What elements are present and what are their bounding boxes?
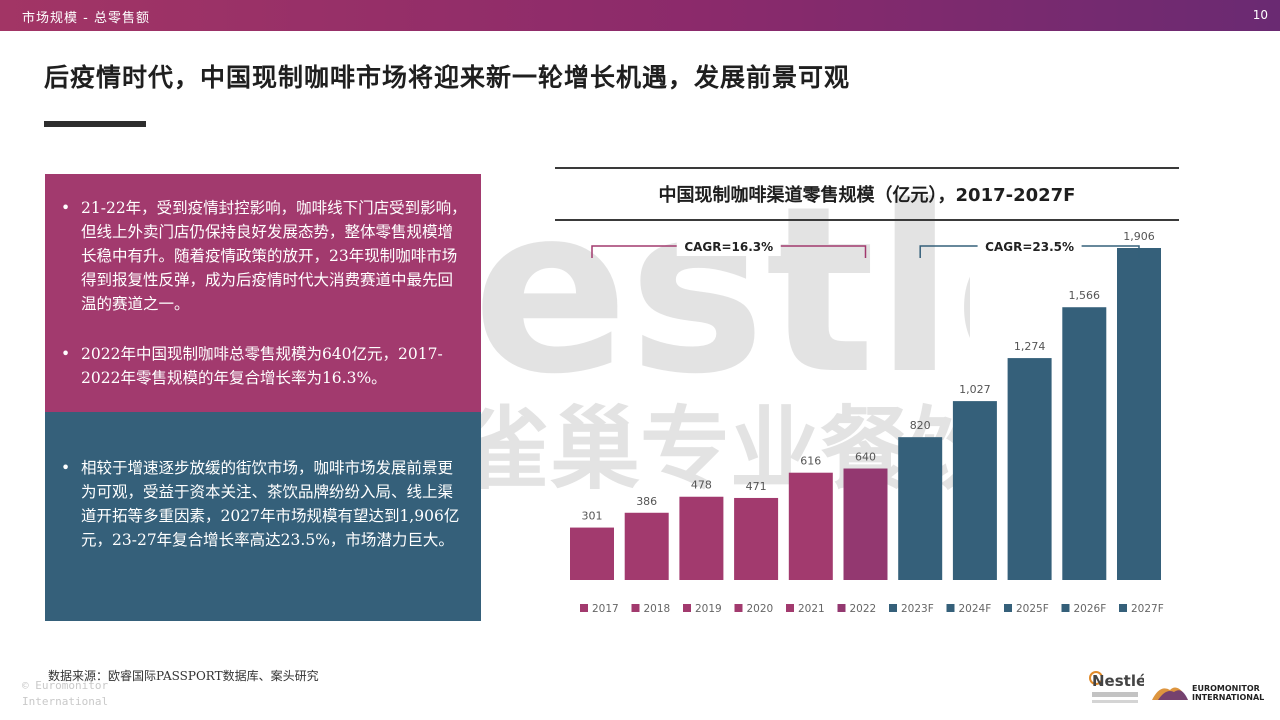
- data-label: 1,274: [1014, 340, 1046, 353]
- cagr-label-bg: [977, 236, 1082, 256]
- bullet-text: 21-22年，受到疫情封控影响，咖啡线下门店受到影响，但线上外卖门店仍保持良好发…: [57, 196, 467, 316]
- legend-label: 2019: [695, 603, 722, 615]
- legend-label: 2023F: [901, 603, 934, 615]
- data-label: 616: [800, 455, 821, 468]
- cagr-label: CAGR=16.3%: [684, 240, 773, 254]
- legend-swatch: [631, 604, 640, 612]
- bullet-text: 2022年中国现制咖啡总零售规模为640亿元，2017-2022年零售规模的年复…: [57, 342, 467, 390]
- copyright-line: © Euromonitor: [22, 679, 109, 692]
- legend-label: 2024F: [959, 603, 992, 615]
- legend-swatch: [1061, 604, 1070, 612]
- copyright-line: International: [22, 695, 109, 708]
- bar-2025F: [1007, 358, 1052, 580]
- page-number: 10: [1252, 8, 1268, 22]
- data-label: 478: [691, 479, 712, 492]
- bar-2020: [734, 497, 779, 580]
- bar-2018: [624, 512, 669, 580]
- data-label: 301: [582, 510, 603, 523]
- legend-label: 2017: [592, 603, 619, 615]
- teal-text-panel: 相较于增速逐步放缓的街饮市场，咖啡市场发展前景更为可观，受益于资本关注、茶饮品牌…: [45, 412, 481, 621]
- data-label: 386: [636, 495, 657, 508]
- data-label: 1,027: [959, 383, 991, 396]
- legend-swatch: [1119, 604, 1127, 612]
- page-title: 后疫情时代，中国现制咖啡市场将迎来新一轮增长机遇，发展前景可观: [44, 63, 851, 92]
- chart-title: 中国现制咖啡渠道零售规模（亿元），2017-2027F: [658, 185, 1076, 206]
- data-label: 640: [855, 451, 876, 464]
- legend-label: 2025F: [1016, 603, 1049, 615]
- legend-label: 2026F: [1074, 603, 1107, 615]
- nestle-logo: Nestlé: [1089, 671, 1144, 703]
- euromonitor-logo: EUROMONITOR INTERNATIONAL: [1152, 684, 1264, 702]
- cagr-label-bg: [676, 236, 781, 256]
- copyright-notice: © Euromonitor International: [22, 678, 108, 710]
- legend-label: 2018: [644, 603, 671, 615]
- legend-swatch: [1004, 604, 1012, 612]
- bar-2019: [679, 496, 724, 580]
- bar-2024F: [952, 401, 997, 580]
- bar-2021: [788, 472, 833, 580]
- legend-label: 2021: [798, 603, 825, 615]
- title-underline: [44, 121, 146, 127]
- legend-swatch: [837, 604, 846, 612]
- legend-swatch: [580, 604, 588, 612]
- bar-2017: [570, 527, 614, 580]
- bar-2027F: [1117, 248, 1161, 580]
- data-label: 1,566: [1069, 289, 1101, 302]
- legend-swatch: [946, 604, 955, 612]
- bar-2023F: [898, 437, 943, 580]
- data-label: 1,906: [1123, 230, 1155, 243]
- top-banner: 市场规模 - 总零售额 10: [0, 0, 1280, 31]
- bullet-text: 相较于增速逐步放缓的街饮市场，咖啡市场发展前景更为可观，受益于资本关注、茶饮品牌…: [57, 456, 467, 552]
- bar-chart: 301 386 478 471 616 640 820 1,027 1,274 1,566 1,90…: [570, 230, 1164, 615]
- cagr-label: CAGR=23.5%: [985, 240, 1074, 254]
- euromonitor-text: EUROMONITOR: [1192, 684, 1260, 693]
- legend-swatch: [683, 604, 691, 612]
- bar-2022: [843, 468, 888, 580]
- legend-swatch: [786, 604, 794, 612]
- chart-title-frame: 中国现制咖啡渠道零售规模（亿元），2017-2027F: [555, 167, 1179, 221]
- data-label: 471: [746, 480, 767, 493]
- data-source: 数据来源：欧睿国际PASSPORT数据库、案头研究: [48, 669, 319, 683]
- bar-2026F: [1062, 307, 1107, 580]
- legend-swatch: [734, 604, 743, 612]
- breadcrumb: 市场规模 - 总零售额: [22, 11, 150, 26]
- legend-label: 2020: [747, 603, 774, 615]
- pink-text-panel: 21-22年，受到疫情封控影响，咖啡线下门店受到影响，但线上外卖门店仍保持良好发…: [45, 174, 481, 412]
- legend-label: 2022: [850, 603, 877, 615]
- data-label: 820: [910, 419, 931, 432]
- euromonitor-text: INTERNATIONAL: [1192, 693, 1264, 702]
- nestle-logo-text: Nestlé: [1092, 672, 1144, 690]
- legend-swatch: [889, 604, 897, 612]
- legend-label: 2027F: [1131, 603, 1164, 615]
